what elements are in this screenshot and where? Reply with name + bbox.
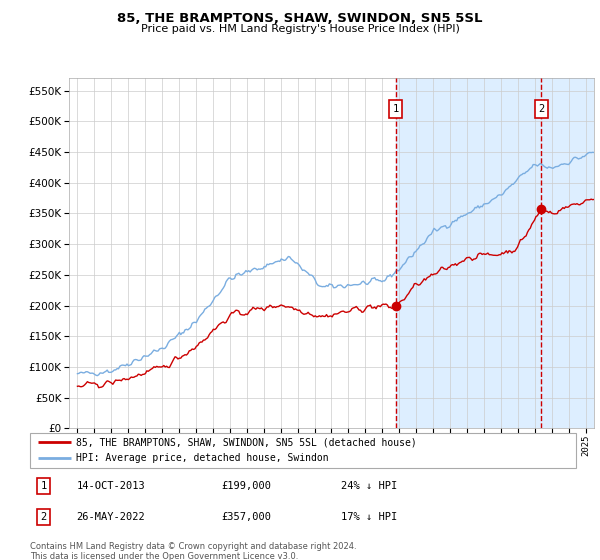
- Text: £199,000: £199,000: [221, 481, 271, 491]
- Text: £357,000: £357,000: [221, 512, 271, 522]
- Text: 14-OCT-2013: 14-OCT-2013: [76, 481, 145, 491]
- Text: 2: 2: [41, 512, 47, 522]
- Text: 2: 2: [538, 104, 545, 114]
- Text: 85, THE BRAMPTONS, SHAW, SWINDON, SN5 5SL: 85, THE BRAMPTONS, SHAW, SWINDON, SN5 5S…: [117, 12, 483, 25]
- Text: HPI: Average price, detached house, Swindon: HPI: Average price, detached house, Swin…: [76, 453, 329, 463]
- Bar: [395, 78, 600, 428]
- Text: 17% ↓ HPI: 17% ↓ HPI: [341, 512, 397, 522]
- Text: Contains HM Land Registry data © Crown copyright and database right 2024.
This d: Contains HM Land Registry data © Crown c…: [30, 542, 356, 560]
- Text: 1: 1: [41, 481, 47, 491]
- Text: 85, THE BRAMPTONS, SHAW, SWINDON, SN5 5SL (detached house): 85, THE BRAMPTONS, SHAW, SWINDON, SN5 5S…: [76, 437, 417, 447]
- Text: 1: 1: [392, 104, 399, 114]
- Text: 24% ↓ HPI: 24% ↓ HPI: [341, 481, 397, 491]
- FancyBboxPatch shape: [30, 433, 576, 468]
- Text: Price paid vs. HM Land Registry's House Price Index (HPI): Price paid vs. HM Land Registry's House …: [140, 24, 460, 34]
- Text: 26-MAY-2022: 26-MAY-2022: [76, 512, 145, 522]
